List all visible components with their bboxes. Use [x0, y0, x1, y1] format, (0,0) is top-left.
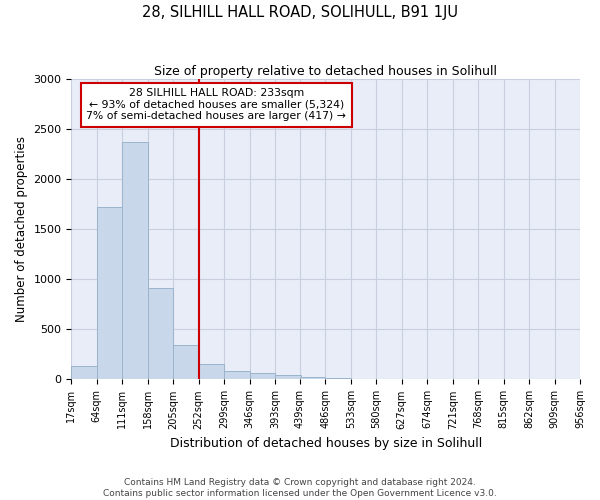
Bar	[300, 377, 325, 380]
Bar	[122, 142, 148, 380]
Bar	[173, 346, 199, 380]
Text: 28 SILHILL HALL ROAD: 233sqm
← 93% of detached houses are smaller (5,324)
7% of : 28 SILHILL HALL ROAD: 233sqm ← 93% of de…	[86, 88, 346, 122]
Bar	[275, 375, 301, 380]
Bar	[250, 374, 275, 380]
Bar	[351, 379, 376, 380]
Bar	[376, 379, 402, 380]
Bar	[325, 378, 351, 380]
X-axis label: Distribution of detached houses by size in Solihull: Distribution of detached houses by size …	[170, 437, 482, 450]
Bar	[71, 366, 97, 380]
Title: Size of property relative to detached houses in Solihull: Size of property relative to detached ho…	[154, 65, 497, 78]
Bar	[148, 288, 173, 380]
Text: 28, SILHILL HALL ROAD, SOLIHULL, B91 1JU: 28, SILHILL HALL ROAD, SOLIHULL, B91 1JU	[142, 5, 458, 20]
Bar	[97, 208, 122, 380]
Bar	[199, 364, 224, 380]
Bar	[224, 371, 250, 380]
Y-axis label: Number of detached properties: Number of detached properties	[15, 136, 28, 322]
Text: Contains HM Land Registry data © Crown copyright and database right 2024.
Contai: Contains HM Land Registry data © Crown c…	[103, 478, 497, 498]
